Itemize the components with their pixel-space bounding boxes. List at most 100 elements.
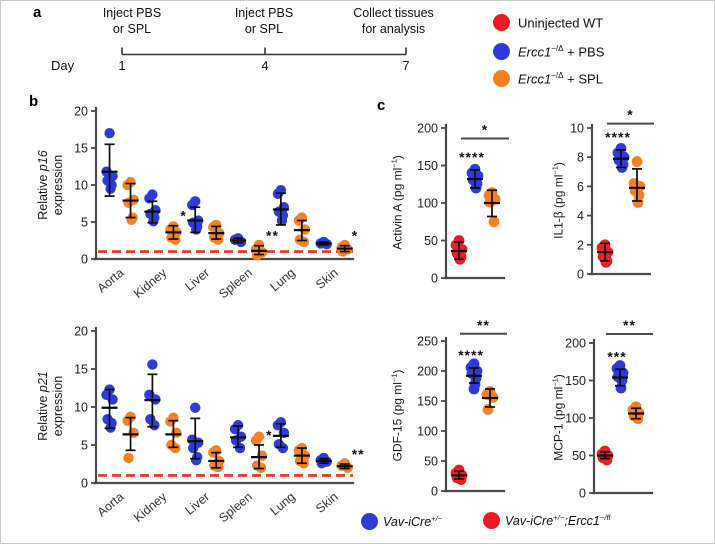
data-point <box>296 442 308 454</box>
y-tick-label: 20 <box>74 325 88 339</box>
y-tick-label: 6 <box>577 180 584 194</box>
data-point <box>149 212 160 223</box>
data-point <box>165 416 176 427</box>
timeline-event-1: Inject PBS or SPL <box>86 5 178 37</box>
y-tick-label: 200 <box>565 337 586 351</box>
y-tick-label: 15 <box>74 142 88 156</box>
data-point <box>251 250 263 261</box>
data-point <box>278 427 290 439</box>
data-point <box>465 362 477 373</box>
y-tick-label: 50 <box>424 234 438 248</box>
data-point <box>128 194 139 205</box>
data-point <box>597 251 609 262</box>
legend-dot-blue <box>493 43 510 60</box>
data-point <box>451 472 463 484</box>
data-point <box>299 224 311 235</box>
data-point <box>149 420 160 431</box>
activin-y-axis-label: Activin A (pg ml−1) <box>389 155 405 250</box>
y-tick-label: 20 <box>74 105 88 119</box>
data-point <box>293 215 305 226</box>
data-point <box>275 184 287 196</box>
data-point <box>187 199 198 211</box>
data-point <box>105 183 116 194</box>
legend-dot-orange <box>493 70 510 87</box>
data-point <box>147 189 158 200</box>
data-point <box>107 170 118 182</box>
data-point <box>617 159 629 170</box>
data-point <box>612 371 624 383</box>
significance: ** <box>352 446 365 462</box>
panel-c-label: c <box>377 97 386 114</box>
data-point <box>102 413 113 425</box>
data-point <box>211 445 222 456</box>
data-point <box>272 420 284 431</box>
data-point <box>193 215 204 226</box>
y-tick-label: 0 <box>577 268 584 282</box>
data-point <box>633 189 645 201</box>
data-point <box>467 174 479 186</box>
timeline-event-3-line1: Collect tissues <box>353 6 434 20</box>
data-point <box>337 246 348 257</box>
data-point <box>453 464 465 476</box>
data-point <box>144 193 155 204</box>
data-point <box>208 221 219 233</box>
data-point <box>450 467 462 479</box>
x-category-label: Skin <box>313 266 341 292</box>
data-point <box>298 236 310 248</box>
data-point <box>488 216 500 228</box>
data-point <box>630 401 642 413</box>
data-point <box>273 206 285 217</box>
day-label: Day <box>51 58 75 73</box>
data-point <box>617 367 629 379</box>
data-point <box>613 154 625 166</box>
data-point <box>150 204 161 216</box>
data-point <box>211 219 222 231</box>
data-point <box>232 233 244 244</box>
data-point <box>629 185 641 197</box>
x-category-label: Aorta <box>95 266 127 296</box>
data-point <box>213 234 224 245</box>
data-point <box>250 244 262 255</box>
y-tick-label: 150 <box>417 395 438 409</box>
data-point <box>170 442 181 454</box>
data-point <box>632 197 644 208</box>
y-tick-label: 100 <box>565 412 586 426</box>
data-point <box>470 182 482 194</box>
data-point <box>278 202 290 213</box>
timeline-event-2-line1: Inject PBS <box>234 6 294 20</box>
data-point <box>148 216 159 227</box>
data-point <box>596 448 608 460</box>
data-point <box>471 365 483 377</box>
y-tick-label: 200 <box>417 365 438 379</box>
significance: **** <box>459 149 485 165</box>
data-point <box>487 392 499 403</box>
x-category-label: Spleen <box>216 490 255 526</box>
data-point <box>451 247 463 259</box>
data-point <box>455 474 467 485</box>
data-point <box>104 128 115 139</box>
data-point <box>277 210 289 221</box>
y-tick-label: 8 <box>577 151 584 165</box>
data-point <box>321 239 332 250</box>
data-point <box>633 407 645 419</box>
timeline-event-3: Collect tissues for analysis <box>331 5 456 37</box>
data-point <box>255 462 267 473</box>
mcp1-y-axis-label: MCP-1 (pg ml−1) <box>550 374 566 461</box>
x-category-label: Kidney <box>131 265 170 301</box>
legend-label: Vav-iCre+/−;Ercc1−/fl <box>505 512 611 529</box>
data-point <box>486 187 498 198</box>
y-tick-label: 0 <box>431 272 438 286</box>
legend-label: Uninjected WT <box>518 15 604 31</box>
x-category-label: Liver <box>182 266 212 294</box>
y-tick-label: 5 <box>81 216 88 230</box>
data-point <box>342 244 353 255</box>
timeline-bracket <box>121 47 407 56</box>
data-point <box>628 178 640 189</box>
panel-a-label: a <box>33 4 42 21</box>
y-tick-label: 150 <box>417 159 438 173</box>
data-point <box>342 462 353 473</box>
data-point <box>469 378 481 390</box>
data-point <box>602 450 614 461</box>
data-point <box>597 452 609 464</box>
data-point <box>234 442 246 454</box>
